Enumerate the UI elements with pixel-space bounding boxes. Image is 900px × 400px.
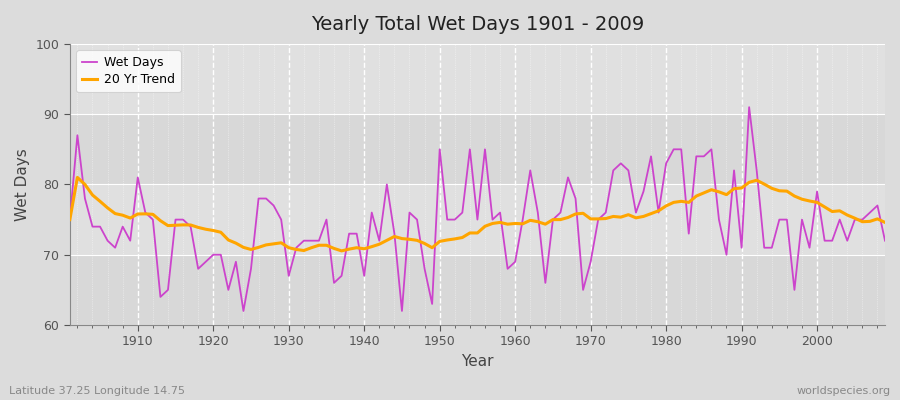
20 Yr Trend (132, 212, 143, 216)
20 Yr Trend (337, 248, 347, 253)
Bar (70, 184, 885, 255)
20 Yr Trend (299, 248, 310, 253)
Bar (70, 255, 885, 325)
20 Yr Trend (72, 175, 83, 180)
Wet Days (509, 259, 520, 264)
Wet Days (125, 238, 136, 243)
Y-axis label: Wet Days: Wet Days (15, 148, 30, 221)
Wet Days (879, 238, 890, 243)
Wet Days (344, 231, 355, 236)
Wet Days (238, 308, 248, 313)
20 Yr Trend (525, 218, 535, 223)
Wet Days (743, 105, 754, 110)
20 Yr Trend (879, 220, 890, 225)
Line: Wet Days: Wet Days (70, 107, 885, 311)
X-axis label: Year: Year (461, 354, 494, 369)
20 Yr Trend (518, 222, 528, 226)
Legend: Wet Days, 20 Yr Trend: Wet Days, 20 Yr Trend (76, 50, 181, 92)
20 Yr Trend (616, 215, 626, 220)
Text: Latitude 37.25 Longitude 14.75: Latitude 37.25 Longitude 14.75 (9, 386, 185, 396)
Wet Days (65, 217, 76, 222)
Wet Days (608, 168, 618, 173)
Title: Yearly Total Wet Days 1901 - 2009: Yearly Total Wet Days 1901 - 2009 (310, 15, 644, 34)
20 Yr Trend (351, 245, 362, 250)
Wet Days (299, 238, 310, 243)
20 Yr Trend (65, 217, 76, 222)
Text: worldspecies.org: worldspecies.org (796, 386, 891, 396)
Bar (70, 114, 885, 184)
Bar (70, 44, 885, 114)
Line: 20 Yr Trend: 20 Yr Trend (70, 178, 885, 251)
Wet Days (518, 217, 528, 222)
